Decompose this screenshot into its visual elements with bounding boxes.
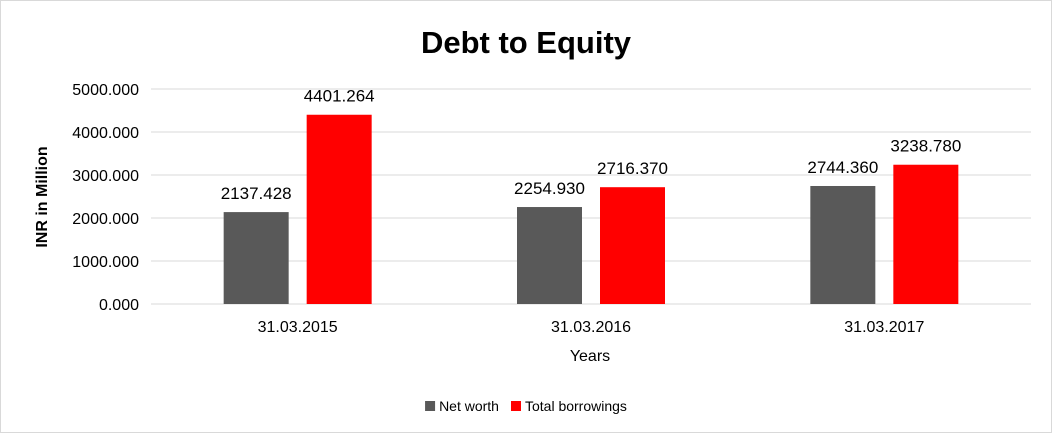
bar-net-worth bbox=[810, 185, 876, 304]
data-label: 2254.930 bbox=[514, 179, 585, 198]
x-tick-label: 31.03.2017 bbox=[844, 319, 924, 336]
x-tick-label: 31.03.2015 bbox=[258, 319, 338, 336]
y-tick-label: 5000.000 bbox=[72, 82, 139, 99]
bar-total-borrowings bbox=[893, 164, 959, 304]
data-labels: 2137.428 4401.264 2254.930 2716.370 2744.360… bbox=[221, 87, 962, 203]
gridlines bbox=[151, 88, 1031, 305]
data-label: 2137.428 bbox=[221, 184, 292, 203]
y-axis-ticks: 0.000 1000.000 2000.000 3000.000 4000.000 500… bbox=[72, 82, 139, 314]
x-axis-title: Years bbox=[570, 348, 610, 365]
x-tick-label: 31.03.2016 bbox=[551, 319, 631, 336]
chart-title: Debt to Equity bbox=[421, 25, 632, 60]
legend-item-total-borrowings: Total borrowings bbox=[510, 398, 627, 414]
legend-label: Total borrowings bbox=[525, 398, 627, 414]
data-label: 2716.370 bbox=[597, 159, 668, 178]
bar-total-borrowings bbox=[600, 187, 665, 304]
bars bbox=[223, 114, 959, 304]
legend-swatch bbox=[510, 401, 521, 411]
y-axis-title: INR in Million bbox=[34, 146, 51, 247]
data-label: 4401.264 bbox=[304, 87, 375, 106]
legend-label: Net worth bbox=[439, 398, 499, 414]
y-tick-label: 4000.000 bbox=[72, 125, 139, 142]
y-tick-label: 3000.000 bbox=[72, 168, 139, 185]
y-tick-label: 1000.000 bbox=[72, 254, 139, 271]
legend-item-net-worth: Net worth bbox=[425, 398, 499, 414]
bar-total-borrowings bbox=[306, 114, 372, 304]
bar-net-worth bbox=[517, 207, 582, 304]
y-tick-label: 0.000 bbox=[99, 297, 139, 314]
data-label: 3238.780 bbox=[890, 137, 961, 156]
bar-net-worth bbox=[223, 212, 289, 304]
data-label: 2744.360 bbox=[807, 158, 878, 177]
legend-swatch bbox=[425, 401, 436, 411]
legend: Net worth Total borrowings bbox=[425, 398, 627, 414]
x-axis-ticks: 31.03.2015 31.03.2016 31.03.2017 bbox=[258, 319, 925, 336]
y-tick-label: 2000.000 bbox=[72, 211, 139, 228]
